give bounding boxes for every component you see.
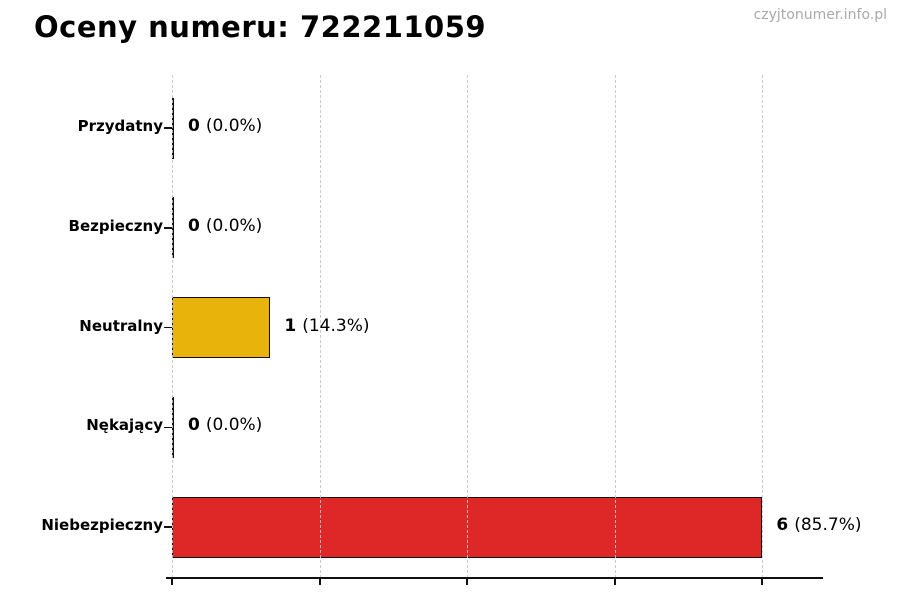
vertical-gridline <box>762 75 764 578</box>
vertical-gridline <box>319 75 321 578</box>
value-label: 6 (85.7%) <box>776 515 861 535</box>
vertical-gridline <box>614 75 616 578</box>
category-label: Nękający <box>86 416 163 435</box>
value-count: 0 <box>188 215 200 236</box>
bar-nękający <box>172 396 174 458</box>
bar-bezpieczny <box>172 197 174 259</box>
x-axis-tick <box>761 578 764 585</box>
y-axis-tick <box>164 326 172 329</box>
y-axis-tick <box>164 526 172 528</box>
x-axis-line <box>166 576 823 579</box>
value-count: 0 <box>188 415 200 436</box>
chart-title: Oceny numeru: 722211059 <box>34 10 487 44</box>
category-label: Bezpieczny <box>68 216 163 235</box>
value-count: 0 <box>188 116 200 136</box>
y-axis-tick <box>164 227 172 229</box>
value-percent: (85.7%) <box>794 515 862 536</box>
watermark: czyjtonumer.info.pl <box>753 7 887 23</box>
value-label: 0 (0.0%) <box>188 116 262 136</box>
x-axis-tick <box>613 578 616 585</box>
value-label: 0 (0.0%) <box>188 415 262 435</box>
x-axis-tick <box>318 578 321 585</box>
category-label: Niebezpieczny <box>41 516 163 535</box>
bar-neutralny <box>172 297 271 359</box>
value-count: 1 <box>284 315 297 336</box>
vertical-gridline <box>172 75 173 578</box>
x-axis-tick <box>171 578 173 585</box>
vertical-gridline <box>467 75 469 578</box>
value-count: 6 <box>776 515 789 536</box>
x-axis-tick <box>466 578 469 585</box>
value-percent: (0.0%) <box>205 116 263 136</box>
bar-przydatny <box>172 97 174 159</box>
value-label: 0 (0.0%) <box>188 216 262 236</box>
value-percent: (14.3%) <box>302 315 370 336</box>
bar-chart-plot-area: 0 (0.0%) 0 (0.0%) 1 (14.3%) 0 (0.0%) 6 (85.7%) <box>164 75 862 585</box>
y-axis-tick <box>164 127 172 129</box>
category-axis-labels: Przydatny Bezpieczny Neutralny Nękający Nieb… <box>0 75 163 578</box>
category-label: Przydatny <box>77 117 163 135</box>
value-percent: (0.0%) <box>205 415 263 436</box>
category-label: Neutralny <box>79 316 163 335</box>
value-percent: (0.0%) <box>205 215 263 236</box>
value-label: 1 (14.3%) <box>284 316 369 336</box>
y-axis-tick <box>164 426 172 429</box>
